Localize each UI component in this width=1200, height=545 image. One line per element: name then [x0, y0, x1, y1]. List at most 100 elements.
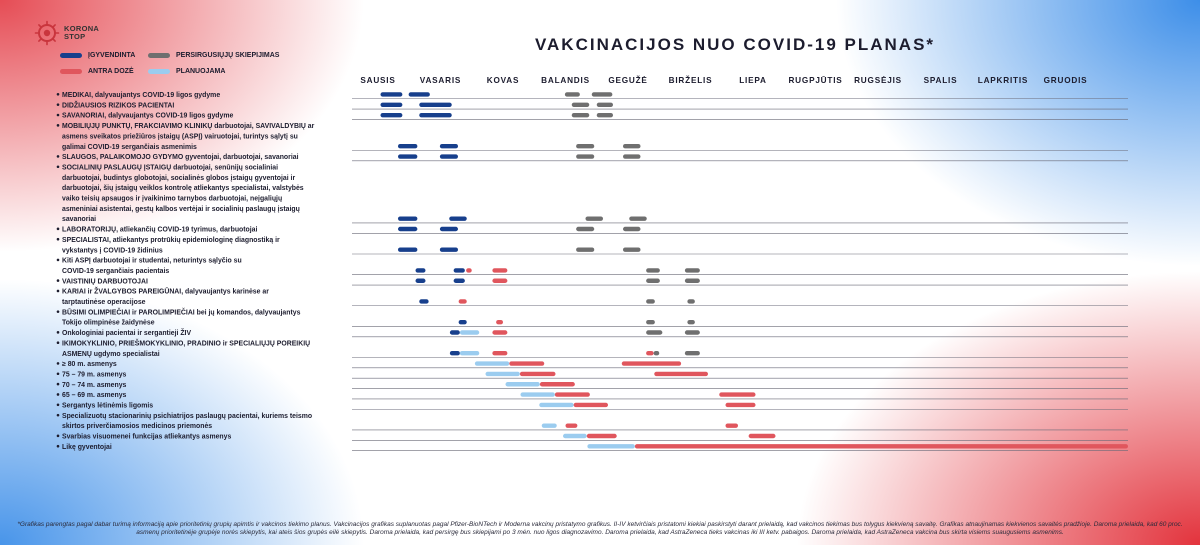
row-bullet — [56, 434, 60, 438]
gantt-bar-second-dose — [496, 319, 503, 325]
row-label: tarptautinėse operacijose — [62, 299, 146, 306]
legend-label-previously-ill: PERSIRGUSIŲJŲ SKIEPIJIMAS — [176, 52, 280, 59]
month-label: SPALIS — [924, 76, 958, 85]
gantt-bar-previously-ill — [585, 216, 603, 221]
row-bullet — [56, 258, 60, 262]
gantt-bar-implemented — [398, 216, 418, 221]
vaccination-gantt-chart: SAUSIS VASARIS KOVAS BALANDIS GEGUŽĖ BIRŽELIS… — [56, 74, 1128, 451]
legend-swatch-implemented — [60, 53, 82, 58]
gantt-bar-planned — [459, 351, 480, 356]
legend-swatch-previously-ill — [148, 53, 170, 58]
gantt-bar-previously-ill — [646, 268, 660, 273]
gantt-bar-second-dose — [492, 278, 508, 283]
row-label: KARIAI ir ŽVALGYBOS PAREIGŪNAI, dalyvauj… — [62, 287, 269, 296]
row-label: darbuotojai, budintys globotojai, social… — [62, 175, 295, 182]
gantt-bar-second-dose — [748, 433, 776, 439]
gantt-bar-implemented — [398, 226, 418, 232]
row-bullet — [56, 103, 60, 106]
row-label: SLAUGOS, PALAIKOMOJO GYDYMO gyventojai, … — [62, 154, 299, 161]
gantt-bar-previously-ill — [623, 226, 641, 232]
row-label: DIDŽIAUSIOS RIZIKOS PACIENTAI — [62, 100, 174, 109]
gantt-bar-second-dose — [654, 371, 708, 377]
gantt-bar-previously-ill — [684, 330, 700, 335]
virus-logo-icon — [34, 20, 60, 46]
row-label: vykstantys į COVID-19 židinius — [62, 247, 163, 254]
row-label: VAISTINIŲ DARBUOTOJAI — [62, 278, 148, 285]
gantt-bar-implemented — [439, 154, 458, 159]
gantt-bar-second-dose — [725, 423, 738, 428]
row-label: SPECIALISTAI, atliekantys protrūkių epid… — [62, 237, 280, 244]
gantt-bar-planned — [520, 392, 555, 397]
gantt-bar-planned — [459, 330, 480, 335]
legend: ĮGYVENDINTA PERSIRGUSIŲJŲ SKIEPIJIMAS AN… — [60, 52, 320, 86]
gantt-bar-planned — [587, 444, 635, 449]
gantt-bar-implemented — [398, 247, 418, 252]
month-label: LIEPA — [739, 76, 767, 85]
gantt-bar-implemented — [458, 319, 467, 325]
row-bullet — [56, 382, 60, 386]
gantt-bar-planned — [541, 423, 557, 428]
month-label: RUGSĖJIS — [854, 75, 902, 85]
gantt-bar-previously-ill — [571, 102, 590, 107]
gantt-bar-implemented — [453, 268, 465, 273]
logo-text: KORONA STOP — [64, 25, 99, 41]
row-label: vaiko teisių apsaugos ir įvaikinimo tarn… — [62, 196, 282, 203]
gantt-bar-previously-ill — [684, 268, 700, 273]
legend-item-planned: PLANUOJAMA — [148, 68, 225, 75]
month-label: KOVAS — [487, 76, 520, 85]
row-label: IKIMOKYKLINIO, PRIEŠMOKYKLINIO, PRADINIO… — [62, 338, 310, 347]
gantt-bar-second-dose — [719, 392, 756, 397]
row-label: 65 – 69 m. asmenys — [62, 392, 127, 399]
gantt-bar-second-dose — [539, 382, 575, 387]
row-label: asmeniniai asistentai, gestų kalbos vert… — [62, 206, 300, 213]
gantt-bar-second-dose — [492, 268, 508, 273]
footnote: *Grafikas parengtas pagal dabar turimą i… — [17, 521, 1183, 536]
gantt-bar-implemented — [419, 112, 452, 118]
row-label: savanoriai — [62, 216, 96, 223]
gantt-bar-previously-ill — [576, 226, 595, 232]
gantt-bar-previously-ill — [596, 102, 613, 107]
gantt-bar-previously-ill — [684, 351, 700, 356]
gantt-bar-implemented — [449, 351, 460, 356]
month-label: GEGUŽĖ — [608, 74, 647, 85]
gantt-bar-previously-ill — [653, 351, 660, 356]
gantt-bar-previously-ill — [576, 154, 595, 159]
row-label: BŪSIMI OLIMPIEČIAI ir PAROLIMPIEČIAI bei… — [62, 307, 301, 316]
row-bullet — [56, 403, 60, 407]
gantt-bar-previously-ill — [687, 319, 695, 325]
gantt-bar-implemented — [415, 278, 426, 283]
gantt-bar-implemented — [408, 92, 430, 97]
row-bullet — [56, 155, 60, 158]
row-bullet — [56, 93, 60, 96]
legend-item-second-dose: ANTRA DOZĖ — [60, 68, 134, 75]
korona-stop-logo: KORONA STOP — [34, 20, 99, 46]
gantt-bar-implemented — [398, 144, 418, 149]
month-label: RUGPJŪTIS — [788, 75, 842, 85]
gantt-bar-implemented — [380, 92, 403, 97]
gantt-bar-implemented — [439, 144, 458, 149]
gantt-bar-previously-ill — [623, 154, 641, 159]
month-label: VASARIS — [420, 76, 461, 85]
gantt-bar-implemented — [453, 278, 465, 283]
gantt-bar-second-dose — [466, 268, 472, 273]
row-bullet — [56, 362, 60, 365]
row-bullet — [56, 413, 60, 417]
row-bullet — [56, 341, 60, 345]
row-label: Likę gyventojai — [62, 444, 112, 451]
gantt-bar-previously-ill — [687, 299, 695, 304]
gantt-bar-previously-ill — [684, 278, 700, 283]
row-label: ASMENŲ ugdymo specialistai — [62, 351, 160, 358]
legend-label-planned: PLANUOJAMA — [176, 68, 226, 75]
row-bullet — [56, 113, 60, 117]
logo-label: KORONA STOP — [64, 24, 100, 41]
row-bullet — [56, 331, 60, 334]
gantt-bar-implemented — [449, 216, 467, 221]
gantt-bar-previously-ill — [623, 247, 641, 252]
gantt-bar-planned — [539, 402, 574, 408]
page-title: VAKCINACIJOS NUO COVID-19 PLANAS* — [534, 35, 936, 54]
gantt-bar-previously-ill — [571, 112, 590, 118]
gantt-bar-previously-ill — [564, 92, 580, 97]
gantt-bar-previously-ill — [629, 216, 647, 221]
row-label: SOCIALINIŲ PASLAUGŲ ĮSTAIGŲ darbuotojai,… — [62, 164, 278, 171]
gantt-bar-planned — [563, 433, 587, 439]
